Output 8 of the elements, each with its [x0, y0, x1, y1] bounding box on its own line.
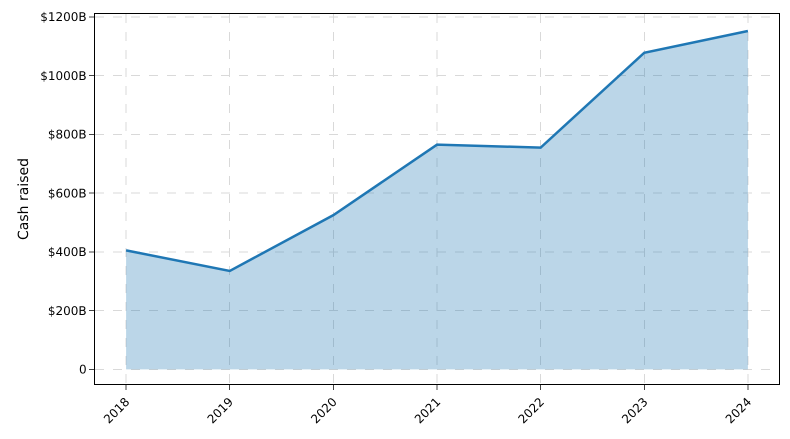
y-tick-label: $1200B: [40, 10, 87, 24]
y-tick-label: $800B: [48, 128, 87, 142]
y-tick-label: 0: [78, 362, 87, 377]
y-tick-label: $600B: [48, 186, 87, 200]
y-tick-label: $400B: [48, 245, 87, 260]
y-tick-label: $200B: [48, 304, 87, 318]
y-tick-label: $1000B: [40, 68, 87, 83]
y-axis-title: Cash raised: [16, 158, 32, 240]
